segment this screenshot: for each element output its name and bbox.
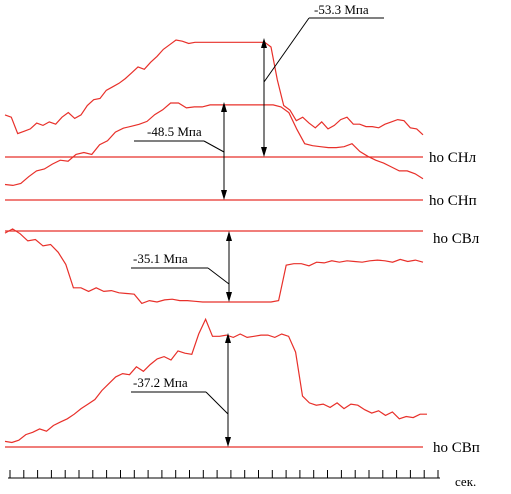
- amplitude-annotation-svp: [131, 333, 231, 447]
- baseline-label-snp: ho СНп: [429, 193, 477, 209]
- series-line-snp: [4, 102, 424, 187]
- amplitude-label-snp: -48.5 Мпа: [147, 124, 202, 139]
- series-line-svl: [4, 228, 424, 305]
- baseline-label-svl: ho СВл: [433, 231, 480, 247]
- baseline-label-svp: ho СВп: [433, 440, 480, 456]
- time-axis-ticks: [9, 470, 439, 478]
- baseline-label-snl: ho СНл: [429, 150, 477, 166]
- amplitude-annotation-snl: [261, 17, 384, 157]
- amplitude-annotation-snp: [134, 102, 227, 200]
- series-line-snl: [4, 39, 424, 136]
- amplitude-annotation-svl: [131, 231, 232, 302]
- series-line-svp: [4, 317, 427, 444]
- time-axis-unit-label: сек.: [455, 474, 476, 489]
- amplitude-label-svl: -35.1 Мпа: [133, 251, 188, 266]
- amplitude-label-snl: -53.3 Мпа: [314, 2, 369, 17]
- amplitude-label-svp: -37.2 Мпа: [133, 375, 188, 390]
